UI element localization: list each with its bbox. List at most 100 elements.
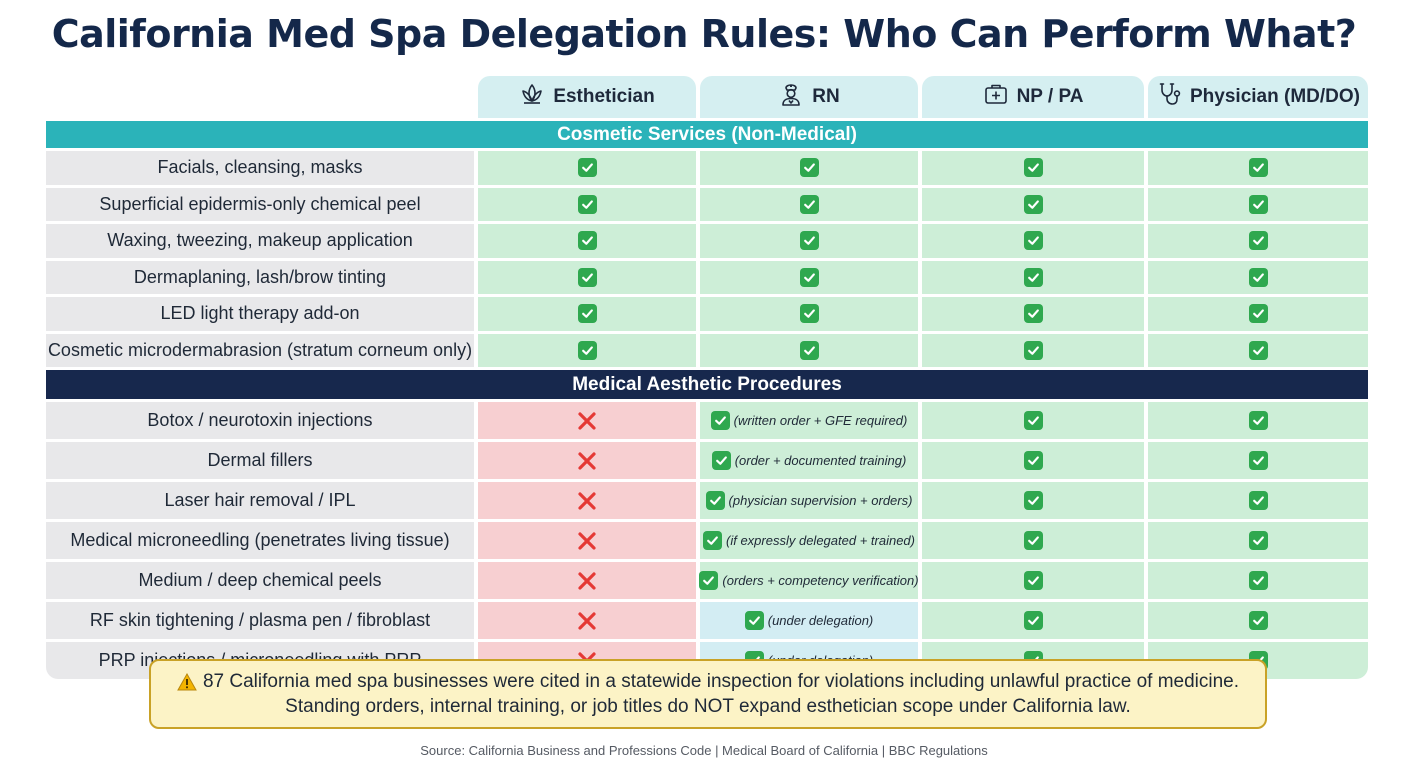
checkmark-icon — [577, 267, 597, 287]
cell-physician — [1148, 602, 1368, 639]
condition-note: (if expressly delegated + trained) — [726, 533, 915, 548]
column-header-label: Esthetician — [553, 86, 655, 107]
checkmark-icon — [1248, 267, 1268, 287]
column-header-label: Physician (MD/DO) — [1190, 86, 1360, 107]
row-label: Superficial epidermis-only chemical peel — [46, 187, 474, 221]
checkmark-icon — [1023, 411, 1043, 430]
column-header-rn: RN — [700, 76, 918, 118]
row-label: RF skin tightening / plasma pen / fibrob… — [46, 602, 474, 639]
checkmark-icon — [1023, 611, 1043, 630]
cell-esthetician — [478, 260, 696, 294]
row-label: Waxing, tweezing, makeup application — [46, 224, 474, 258]
checkmark-icon — [744, 611, 764, 630]
checkmark-icon — [799, 267, 819, 287]
checkmark-icon — [799, 231, 819, 251]
cell-physician — [1148, 151, 1368, 185]
cell-np-pa — [922, 297, 1144, 331]
cell-np-pa — [922, 522, 1144, 559]
cell-np-pa — [922, 562, 1144, 599]
cell-esthetician — [478, 562, 696, 599]
checkmark-icon — [1023, 231, 1043, 251]
checkmark-icon — [705, 491, 725, 510]
checkmark-icon — [1248, 194, 1268, 214]
checkmark-icon — [1023, 158, 1043, 178]
cell-esthetician — [478, 297, 696, 331]
x-mark-icon — [576, 610, 598, 632]
row-label: Dermal fillers — [46, 442, 474, 479]
cell-rn — [700, 224, 918, 258]
lotus-icon — [519, 81, 545, 113]
cell-rn: (physician supervision + orders) — [700, 482, 918, 519]
cell-rn — [700, 333, 918, 367]
x-mark-icon — [576, 570, 598, 592]
checkmark-icon — [1248, 571, 1268, 590]
cell-rn: (under delegation) — [700, 602, 918, 639]
cell-esthetician — [478, 442, 696, 479]
row-label: LED light therapy add-on — [46, 297, 474, 331]
checkmark-icon — [577, 158, 597, 178]
x-mark-icon — [576, 490, 598, 512]
checkmark-icon — [1023, 491, 1043, 510]
checkmark-icon — [1248, 158, 1268, 178]
column-header-label: RN — [812, 86, 840, 107]
cell-np-pa — [922, 482, 1144, 519]
cell-np-pa — [922, 442, 1144, 479]
cell-np-pa — [922, 602, 1144, 639]
cell-physician — [1148, 224, 1368, 258]
checkmark-icon — [799, 158, 819, 178]
x-mark-icon — [576, 410, 598, 432]
delegation-table: Esthetician RN NP / PA — [46, 76, 1368, 679]
row-label: Medium / deep chemical peels — [46, 562, 474, 599]
warning-text-line1: 87 California med spa businesses were ci… — [202, 671, 1240, 692]
row-label: Botox / neurotoxin injections — [46, 402, 474, 439]
x-mark-icon — [576, 450, 598, 472]
cell-physician — [1148, 562, 1368, 599]
condition-note: (order + documented training) — [734, 453, 907, 468]
cell-rn — [700, 187, 918, 221]
cell-physician — [1148, 260, 1368, 294]
header-spacer — [46, 76, 474, 118]
column-header-np-pa: NP / PA — [922, 76, 1144, 118]
checkmark-icon — [799, 340, 819, 360]
checkmark-icon — [799, 304, 819, 324]
row-label: Medical microneedling (penetrates living… — [46, 522, 474, 559]
medical-kit-icon — [983, 81, 1009, 113]
condition-note: (orders + competency verification) — [722, 573, 919, 588]
cell-esthetician — [478, 333, 696, 367]
row-label: Cosmetic microdermabrasion (stratum corn… — [46, 333, 474, 367]
checkmark-icon — [1248, 231, 1268, 251]
column-header-physician: Physician (MD/DO) — [1148, 76, 1368, 118]
checkmark-icon — [1248, 340, 1268, 360]
cell-np-pa — [922, 402, 1144, 439]
source-note: Source: California Business and Professi… — [420, 743, 988, 758]
cell-rn: (written order + GFE required) — [700, 402, 918, 439]
cell-physician — [1148, 482, 1368, 519]
cell-rn — [700, 297, 918, 331]
stethoscope-icon — [1156, 81, 1182, 113]
condition-note: (written order + GFE required) — [733, 413, 908, 428]
checkmark-icon — [1023, 194, 1043, 214]
checkmark-icon — [1248, 411, 1268, 430]
checkmark-icon — [710, 411, 730, 430]
cell-rn: (orders + competency verification) — [699, 562, 919, 599]
cell-physician — [1148, 333, 1368, 367]
warning-text-line2: Standing orders, internal training, or j… — [285, 696, 1131, 717]
cell-rn — [700, 260, 918, 294]
checkmark-icon — [577, 231, 597, 251]
checkmark-icon — [703, 531, 723, 550]
warning-icon — [177, 672, 197, 691]
checkmark-icon — [1248, 451, 1268, 470]
section-header-medical: Medical Aesthetic Procedures — [46, 370, 1368, 399]
cell-np-pa — [922, 260, 1144, 294]
condition-note: (under delegation) — [767, 613, 874, 628]
row-label: Facials, cleansing, masks — [46, 151, 474, 185]
row-label: Dermaplaning, lash/brow tinting — [46, 260, 474, 294]
cell-np-pa — [922, 187, 1144, 221]
checkmark-icon — [711, 451, 731, 470]
checkmark-icon — [1248, 531, 1268, 550]
condition-note: (physician supervision + orders) — [728, 493, 913, 508]
column-header-label: NP / PA — [1016, 86, 1084, 107]
checkmark-icon — [799, 194, 819, 214]
cell-physician — [1148, 187, 1368, 221]
cell-physician — [1148, 402, 1368, 439]
